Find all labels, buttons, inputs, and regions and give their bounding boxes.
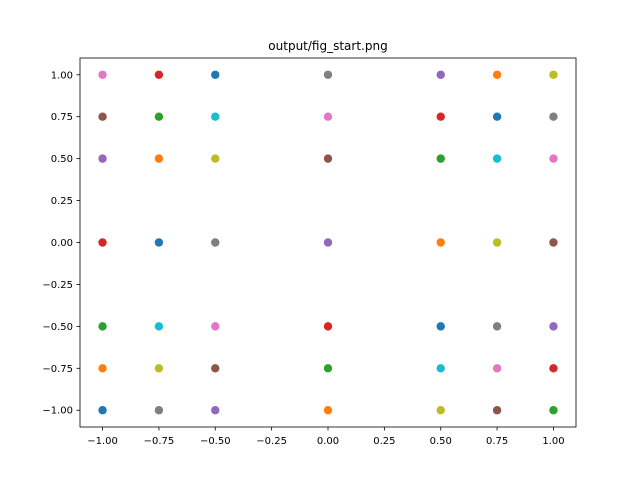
scatter-point — [492, 154, 502, 163]
scatter-point — [211, 406, 220, 415]
scatter-point — [98, 406, 107, 415]
scatter-point — [492, 364, 502, 373]
scatter-point — [323, 112, 333, 121]
y-tick-label: −0.25 — [42, 280, 73, 291]
scatter-point — [154, 70, 164, 79]
scatter-point — [98, 112, 107, 121]
scatter-point — [436, 406, 445, 415]
scatter-point — [549, 70, 558, 79]
y-axis: 1.00 0.75 0.50 0.25 0.00 −0.25 −0.50 −0.75 −1.00 — [42, 70, 80, 417]
scatter-point — [436, 154, 445, 163]
scatter-point — [323, 154, 333, 163]
scatter-point — [98, 322, 107, 331]
scatter-point — [211, 70, 220, 79]
scatter-point — [323, 364, 333, 373]
scatter-point — [492, 112, 502, 121]
scatter-point — [549, 154, 558, 163]
chart-title: output/fig_start.png — [268, 39, 387, 53]
x-tick-label: 0.25 — [373, 436, 395, 447]
scatter-point — [323, 70, 333, 79]
scatter-point — [549, 112, 558, 121]
scatter-point — [549, 322, 558, 331]
scatter-point — [323, 406, 333, 415]
scatter-point — [492, 70, 502, 79]
x-tick-label: −0.50 — [200, 436, 231, 447]
scatter-point — [98, 70, 107, 79]
y-tick-label: −0.50 — [42, 322, 73, 333]
x-tick-label: 0.50 — [430, 436, 452, 447]
scatter-point — [211, 238, 220, 247]
scatter-point — [154, 364, 164, 373]
x-tick-label: 1.00 — [542, 436, 564, 447]
x-tick-label: 0.00 — [317, 436, 339, 447]
scatter-point — [436, 112, 445, 121]
scatter-point — [436, 322, 445, 331]
y-tick-label: −1.00 — [42, 406, 73, 417]
scatter-point — [154, 238, 164, 247]
scatter-point — [154, 112, 164, 121]
scatter-point — [549, 364, 558, 373]
x-tick-label: −0.25 — [256, 436, 287, 447]
scatter-point — [211, 112, 220, 121]
x-tick-label: −0.75 — [144, 436, 175, 447]
scatter-point — [211, 322, 220, 331]
scatter-point — [436, 238, 445, 247]
scatter-point — [549, 238, 558, 247]
data-points — [98, 70, 558, 415]
y-tick-label: 0.50 — [51, 154, 73, 165]
scatter-point — [98, 364, 107, 373]
y-tick-label: 0.00 — [51, 238, 73, 249]
x-tick-label: 0.75 — [486, 436, 508, 447]
scatter-point — [492, 238, 502, 247]
scatter-point — [211, 364, 220, 373]
scatter-point — [211, 154, 220, 163]
scatter-point — [154, 406, 164, 415]
scatter-point — [549, 406, 558, 415]
scatter-point — [98, 154, 107, 163]
scatter-point — [323, 322, 333, 331]
scatter-point — [154, 322, 164, 331]
scatter-point — [323, 238, 333, 247]
x-axis: −1.00 −0.75 −0.50 −0.25 0.00 0.25 0.50 0.75 1.00 — [87, 427, 565, 447]
y-tick-label: 0.75 — [51, 112, 73, 123]
y-tick-label: 0.25 — [51, 196, 73, 207]
scatter-point — [492, 322, 502, 331]
x-tick-label: −1.00 — [87, 436, 118, 447]
y-tick-label: 1.00 — [51, 70, 73, 81]
y-tick-label: −0.75 — [42, 364, 73, 375]
scatter-point — [154, 154, 164, 163]
scatter-point — [98, 238, 107, 247]
scatter-point — [436, 70, 445, 79]
scatter-point — [436, 364, 445, 373]
scatter-point — [492, 406, 502, 415]
